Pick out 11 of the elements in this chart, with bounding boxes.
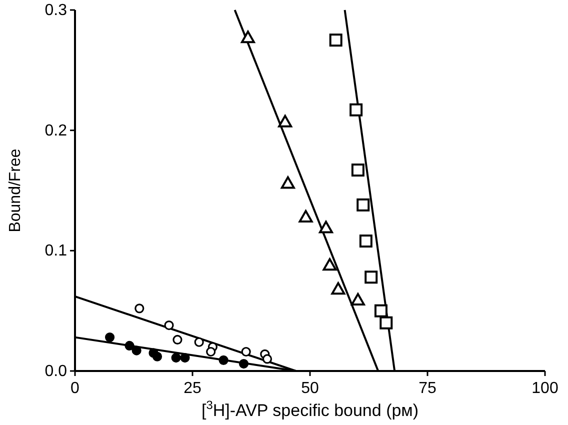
x-tick-label: 100 <box>532 380 558 397</box>
y-tick-label: 0.1 <box>44 242 68 260</box>
y-tick-label: 0.0 <box>44 363 68 380</box>
x-tick-label: 75 <box>418 380 436 397</box>
x-tick-label: 50 <box>301 380 319 397</box>
x-tick-label: 0 <box>70 380 80 397</box>
x-tick-label: 25 <box>184 380 202 397</box>
y-tick-label: 0.3 <box>44 2 68 19</box>
y-axis-title: Bound/Free <box>7 148 24 232</box>
y-tick-label: 0.2 <box>44 122 68 140</box>
x-axis-title: [$^{3}$H]-AVP specific bound (pᴍ) <box>201 398 419 420</box>
